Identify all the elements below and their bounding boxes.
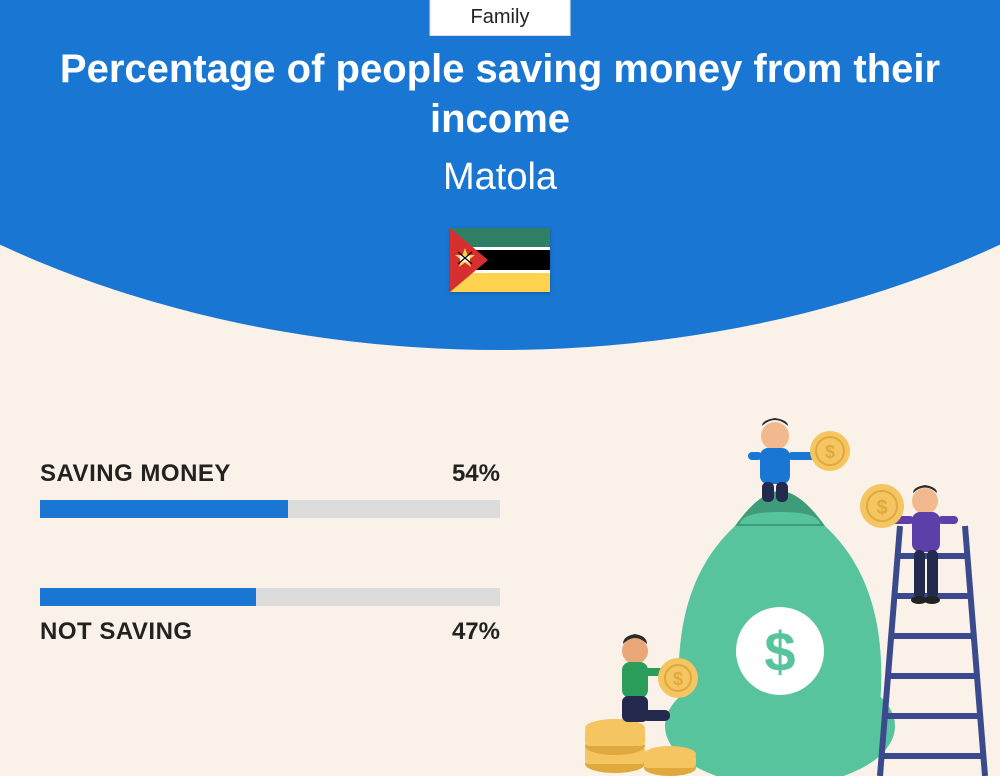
- bar-track: [40, 588, 500, 606]
- svg-text:$: $: [825, 442, 835, 462]
- location-subtitle: Matola: [0, 156, 1000, 199]
- bar-fill: [40, 500, 288, 518]
- person-ladder-icon: $: [860, 484, 958, 604]
- svg-text:$: $: [673, 669, 683, 689]
- bar-value: 47%: [452, 618, 500, 646]
- mozambique-flag-icon: [450, 228, 550, 292]
- bar-not-saving: NOT SAVING 47%: [40, 588, 500, 646]
- person-top-icon: $: [748, 418, 850, 502]
- svg-text:$: $: [876, 497, 887, 519]
- bar-track: [40, 500, 500, 518]
- bar-fill: [40, 588, 256, 606]
- svg-text:$: $: [764, 620, 795, 683]
- bar-value: 54%: [452, 460, 500, 488]
- savings-illustration-icon: $ $: [560, 396, 1000, 776]
- bar-label: NOT SAVING: [40, 618, 193, 646]
- category-tab: Family: [430, 0, 571, 36]
- bar-saving-money: SAVING MONEY 54%: [40, 460, 500, 518]
- page-title: Percentage of people saving money from t…: [0, 44, 1000, 144]
- bar-label: SAVING MONEY: [40, 460, 231, 488]
- bars-container: SAVING MONEY 54% NOT SAVING 47%: [40, 460, 500, 716]
